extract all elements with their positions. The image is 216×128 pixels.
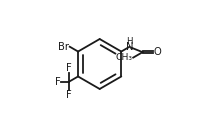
Text: F: F xyxy=(66,63,72,73)
Text: Br: Br xyxy=(58,42,69,52)
Text: F: F xyxy=(55,77,60,87)
Text: H: H xyxy=(126,37,133,46)
Text: CH₃: CH₃ xyxy=(116,53,133,62)
Text: N: N xyxy=(126,42,133,52)
Text: F: F xyxy=(66,90,72,100)
Text: O: O xyxy=(153,47,161,57)
